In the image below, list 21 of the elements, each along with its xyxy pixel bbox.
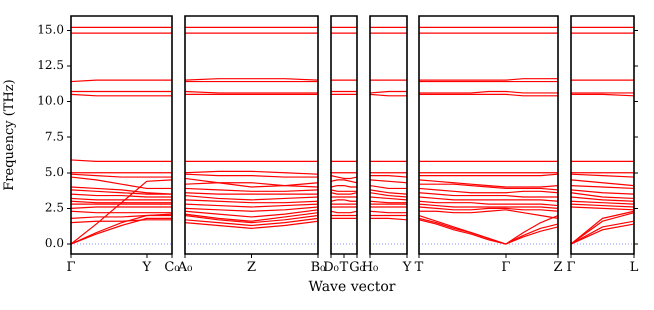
y-tick-label: 5.0 xyxy=(44,164,64,179)
x-tick-label: Γ xyxy=(566,260,576,276)
x-tick-label: T xyxy=(414,260,424,276)
y-axis-title: Frequency (THz) xyxy=(2,79,18,191)
x-tick-label: T xyxy=(340,260,349,276)
y-tick-label: 10.0 xyxy=(37,94,64,108)
x-tick-label: Z xyxy=(553,260,563,276)
y-tick-label: 2.5 xyxy=(44,200,64,215)
x-tick-label: L xyxy=(630,260,639,276)
y-tick-label: 12.5 xyxy=(37,58,64,72)
x-tick-label: Z xyxy=(246,260,256,276)
x-axis-title: Wave vector xyxy=(308,279,396,295)
y-tick-label: 7.5 xyxy=(44,129,64,144)
x-tick-label: Y xyxy=(141,260,152,276)
x-tick-label: D₀ xyxy=(323,260,339,276)
x-tick-label: Γ xyxy=(66,260,76,276)
x-tick-label: Γ xyxy=(501,260,510,276)
y-tick-label: 15.0 xyxy=(37,22,64,36)
x-tick-label: B₀ xyxy=(310,260,326,276)
y-tick-label: 0.0 xyxy=(44,236,64,250)
x-tick-label: Y xyxy=(402,260,412,276)
